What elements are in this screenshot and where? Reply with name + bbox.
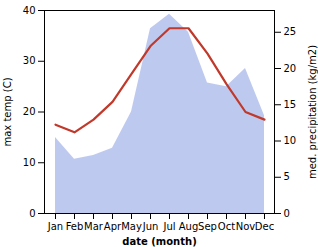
svg-text:10: 10 — [284, 135, 297, 146]
svg-text:Feb: Feb — [66, 221, 84, 232]
svg-text:5: 5 — [284, 171, 290, 182]
svg-text:Jul: Jul — [162, 221, 175, 232]
svg-text:15: 15 — [284, 99, 297, 110]
svg-text:20: 20 — [23, 106, 36, 117]
svg-text:Dec: Dec — [255, 221, 274, 232]
svg-text:0: 0 — [284, 208, 290, 219]
svg-text:max temp (C): max temp (C) — [2, 77, 13, 146]
svg-text:date (month): date (month) — [122, 236, 196, 247]
svg-text:0: 0 — [29, 208, 35, 219]
svg-text:Jan: Jan — [47, 221, 63, 232]
svg-text:Nov: Nov — [236, 221, 256, 232]
svg-text:40: 40 — [23, 5, 36, 16]
svg-text:25: 25 — [284, 26, 297, 37]
svg-text:Apr: Apr — [104, 221, 122, 232]
svg-text:May: May — [121, 221, 142, 232]
svg-text:Aug: Aug — [179, 221, 199, 232]
svg-text:Oct: Oct — [218, 221, 235, 232]
svg-text:20: 20 — [284, 63, 297, 74]
svg-text:Jun: Jun — [142, 221, 159, 232]
svg-text:Sep: Sep — [198, 221, 217, 232]
svg-text:Mar: Mar — [84, 221, 104, 232]
svg-text:med. precipitation (kg/m2): med. precipitation (kg/m2) — [307, 45, 318, 179]
svg-text:30: 30 — [23, 55, 36, 66]
svg-text:10: 10 — [23, 157, 36, 168]
